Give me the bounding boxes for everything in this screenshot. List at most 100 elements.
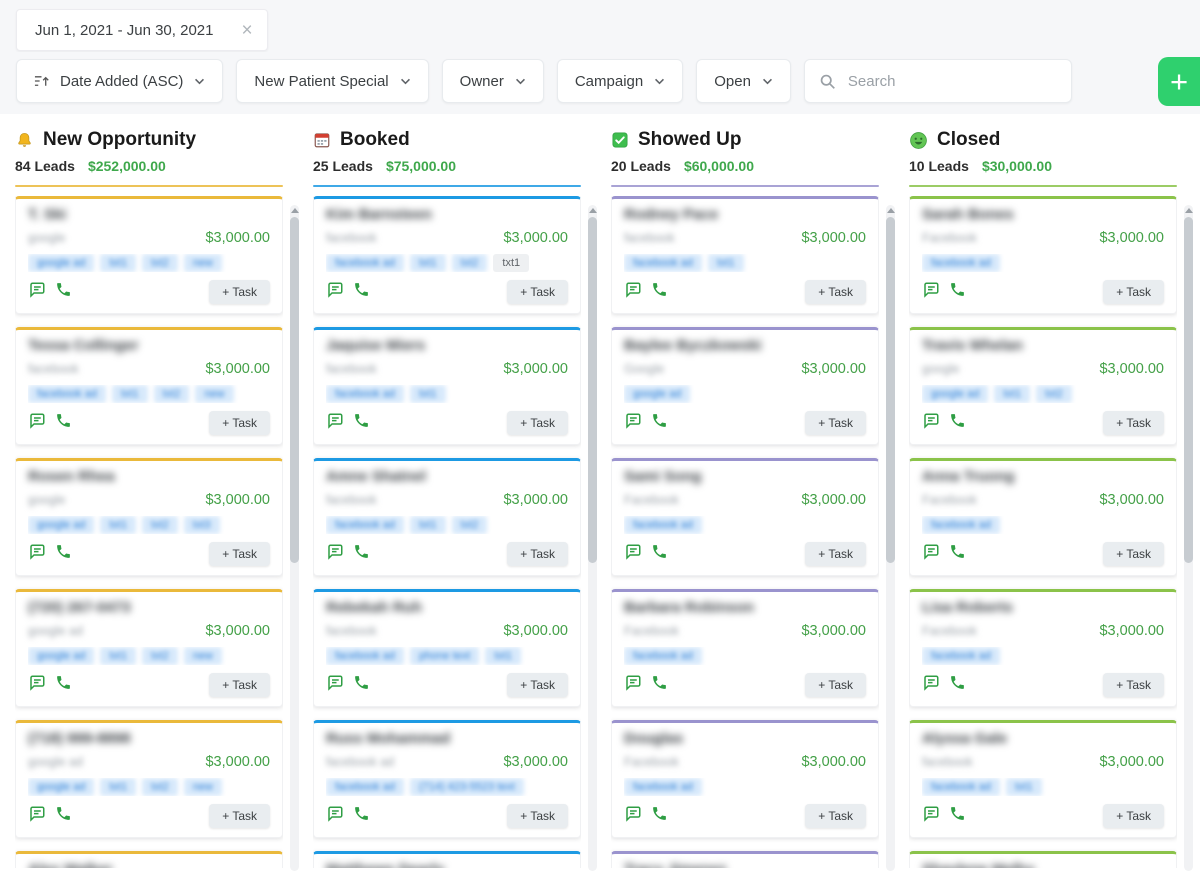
chat-icon[interactable] — [624, 543, 642, 566]
chat-icon[interactable] — [922, 543, 940, 566]
lead-card[interactable]: T. Ski google $3,000.00 google ad txt1 txt2 ne… — [15, 196, 283, 314]
lead-card[interactable]: Sami Song Facebook $3,000.00 facebook ad + T… — [611, 458, 879, 576]
lead-card[interactable]: Kim Barnsteen facebook $3,000.00 facebook a… — [313, 196, 581, 314]
add-task-button[interactable]: + Task — [507, 280, 568, 304]
chat-icon[interactable] — [624, 805, 642, 828]
add-task-button[interactable]: + Task — [1103, 411, 1164, 435]
search-input[interactable] — [845, 71, 1057, 91]
chat-icon[interactable] — [326, 674, 344, 697]
phone-icon[interactable] — [55, 281, 72, 303]
add-task-button[interactable]: + Task — [507, 411, 568, 435]
add-opportunity-button[interactable]: + — [1158, 57, 1200, 106]
lead-card[interactable]: Baylee Byczkowski Google $3,000.00 google a… — [611, 327, 879, 445]
lead-card[interactable]: Douglas Facebook $3,000.00 facebook ad + Tas… — [611, 720, 879, 838]
add-task-button[interactable]: + Task — [209, 804, 270, 828]
phone-icon[interactable] — [949, 674, 966, 696]
date-range-filter[interactable]: Jun 1, 2021 - Jun 30, 2021 × — [16, 9, 268, 51]
phone-icon[interactable] — [353, 281, 370, 303]
chat-icon[interactable] — [922, 412, 940, 435]
chat-icon[interactable] — [28, 281, 46, 304]
chat-icon[interactable] — [624, 674, 642, 697]
scrollbar-thumb[interactable] — [886, 217, 895, 564]
lead-card[interactable]: Amne Shatnel facebook $3,000.00 facebook ad… — [313, 458, 581, 576]
phone-icon[interactable] — [651, 805, 668, 827]
lead-card[interactable]: (718) 999-8898 google ad $3,000.00 google a… — [15, 720, 283, 838]
chat-icon[interactable] — [922, 805, 940, 828]
phone-icon[interactable] — [949, 543, 966, 565]
phone-icon[interactable] — [651, 543, 668, 565]
chat-icon[interactable] — [922, 281, 940, 304]
phone-icon[interactable] — [353, 805, 370, 827]
add-task-button[interactable]: + Task — [1103, 673, 1164, 697]
chat-icon[interactable] — [624, 281, 642, 304]
lead-card[interactable]: Rebekah Ruh facebook $3,000.00 facebook ad p… — [313, 589, 581, 707]
chat-icon[interactable] — [326, 281, 344, 304]
add-task-button[interactable]: + Task — [805, 280, 866, 304]
phone-icon[interactable] — [949, 412, 966, 434]
phone-icon[interactable] — [55, 412, 72, 434]
add-task-button[interactable]: + Task — [805, 673, 866, 697]
scrollbar-thumb[interactable] — [290, 217, 299, 564]
phone-icon[interactable] — [353, 674, 370, 696]
owner-filter-button[interactable]: Owner — [441, 59, 544, 103]
chat-icon[interactable] — [922, 674, 940, 697]
phone-icon[interactable] — [651, 674, 668, 696]
status-filter-button[interactable]: Open — [696, 59, 791, 103]
add-task-button[interactable]: + Task — [209, 280, 270, 304]
lead-card[interactable]: Anna Truong Facebook $3,000.00 facebook ad +… — [909, 458, 1177, 576]
chat-icon[interactable] — [28, 805, 46, 828]
add-task-button[interactable]: + Task — [209, 411, 270, 435]
phone-icon[interactable] — [55, 805, 72, 827]
scroll-up-arrow-icon[interactable] — [290, 208, 299, 213]
add-task-button[interactable]: + Task — [1103, 804, 1164, 828]
chat-icon[interactable] — [326, 412, 344, 435]
lead-card[interactable]: Rodney Pace facebook $3,000.00 facebook ad t… — [611, 196, 879, 314]
lead-card[interactable]: (720) 267-0473 google ad $3,000.00 google a… — [15, 589, 283, 707]
phone-icon[interactable] — [651, 281, 668, 303]
chat-icon[interactable] — [326, 805, 344, 828]
lead-card[interactable]: Tessa Collinger facebook $3,000.00 facebook… — [15, 327, 283, 445]
lead-card[interactable]: Alyssa Gale facebook $3,000.00 facebook ad t… — [909, 720, 1177, 838]
chat-icon[interactable] — [28, 543, 46, 566]
lead-card[interactable]: Alex Walkergoogle$3,000.00+ Task — [15, 851, 283, 868]
add-task-button[interactable]: + Task — [1103, 280, 1164, 304]
clear-date-icon[interactable]: × — [241, 19, 253, 41]
lead-card[interactable]: Russ Mohammad facebook ad $3,000.00 faceboo… — [313, 720, 581, 838]
lead-card[interactable]: Shaylene MelhyFacebook$3,000.00+ Task — [909, 851, 1177, 868]
phone-icon[interactable] — [55, 674, 72, 696]
lead-card[interactable]: Sarah Bones Facebook $3,000.00 facebook ad +… — [909, 196, 1177, 314]
scroll-up-arrow-icon[interactable] — [886, 208, 895, 213]
chat-icon[interactable] — [28, 412, 46, 435]
add-task-button[interactable]: + Task — [209, 673, 270, 697]
add-task-button[interactable]: + Task — [1103, 542, 1164, 566]
scroll-up-arrow-icon[interactable] — [1184, 208, 1193, 213]
add-task-button[interactable]: + Task — [805, 804, 866, 828]
pipeline-filter-button[interactable]: New Patient Special — [236, 59, 429, 103]
lead-card[interactable]: Lisa Roberts Facebook $3,000.00 facebook ad… — [909, 589, 1177, 707]
add-task-button[interactable]: + Task — [805, 411, 866, 435]
add-task-button[interactable]: + Task — [507, 673, 568, 697]
campaign-filter-button[interactable]: Campaign — [556, 59, 684, 103]
lead-card[interactable]: Tracy JimenezFacebook$3,000.00+ Task — [611, 851, 879, 868]
phone-icon[interactable] — [353, 412, 370, 434]
lead-card[interactable]: Barbara Robinson Facebook $3,000.00 faceboo… — [611, 589, 879, 707]
phone-icon[interactable] — [949, 805, 966, 827]
add-task-button[interactable]: + Task — [209, 542, 270, 566]
lead-card[interactable]: Matthews Dearlyfacebook$3,000.00+ Task — [313, 851, 581, 868]
lead-card[interactable]: Jaquise Miers facebook $3,000.00 facebook a… — [313, 327, 581, 445]
chat-icon[interactable] — [326, 543, 344, 566]
scrollbar-thumb[interactable] — [1184, 217, 1193, 564]
scrollbar-thumb[interactable] — [588, 217, 597, 564]
add-task-button[interactable]: + Task — [805, 542, 866, 566]
add-task-button[interactable]: + Task — [507, 542, 568, 566]
phone-icon[interactable] — [949, 281, 966, 303]
phone-icon[interactable] — [55, 543, 72, 565]
chat-icon[interactable] — [28, 674, 46, 697]
lead-card[interactable]: Travis Whelan google $3,000.00 google ad txt… — [909, 327, 1177, 445]
add-task-button[interactable]: + Task — [507, 804, 568, 828]
lead-card[interactable]: Rosen Rhea google $3,000.00 google ad txt1 tx… — [15, 458, 283, 576]
scroll-up-arrow-icon[interactable] — [588, 208, 597, 213]
sort-filter-button[interactable]: Date Added (ASC) — [16, 59, 224, 103]
phone-icon[interactable] — [651, 412, 668, 434]
phone-icon[interactable] — [353, 543, 370, 565]
